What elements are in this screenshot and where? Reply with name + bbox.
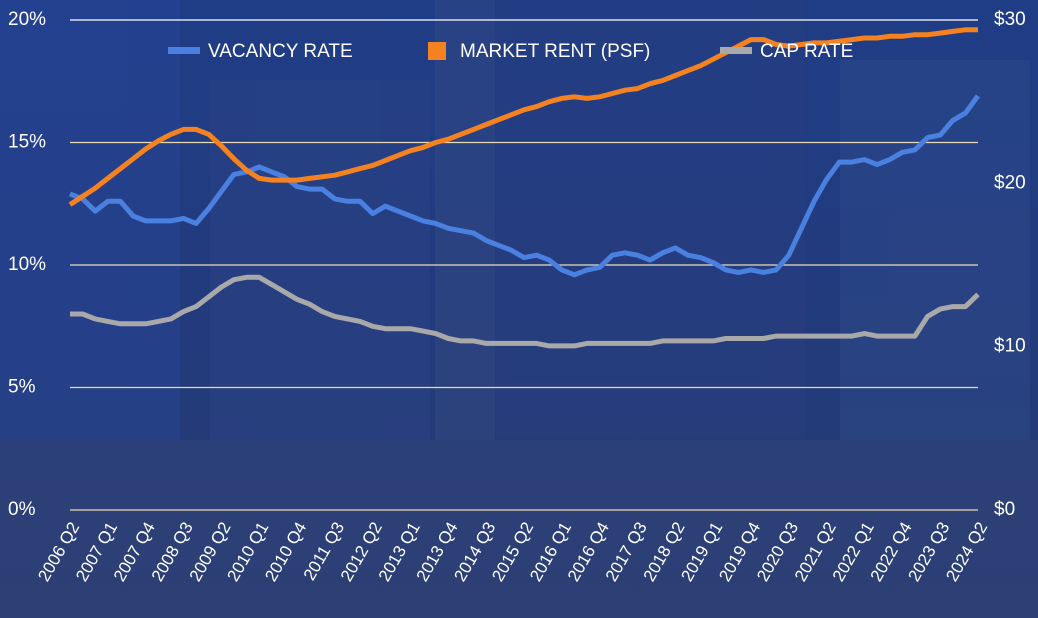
legend-marker [428, 42, 446, 60]
legend-marker [168, 47, 200, 54]
y2-tick-label: $20 [994, 172, 1026, 193]
y2-tick-label: $30 [994, 9, 1026, 30]
y-tick-label: 10% [8, 254, 46, 275]
y-tick-label: 5% [8, 377, 36, 398]
y2-tick-label: $0 [994, 499, 1015, 520]
legend-label: VACANCY RATE [208, 41, 353, 62]
y-tick-label: 20% [8, 9, 46, 30]
y2-tick-label: $10 [994, 336, 1026, 357]
y-tick-label: 0% [8, 499, 36, 520]
legend-label: CAP RATE [760, 41, 853, 62]
y-tick-label: 15% [8, 132, 46, 153]
legend-label: MARKET RENT (PSF) [460, 41, 650, 62]
chart: 0%5%10%15%20%$0$10$20$302006 Q22007 Q120… [0, 0, 1038, 618]
legend-marker [720, 47, 752, 54]
